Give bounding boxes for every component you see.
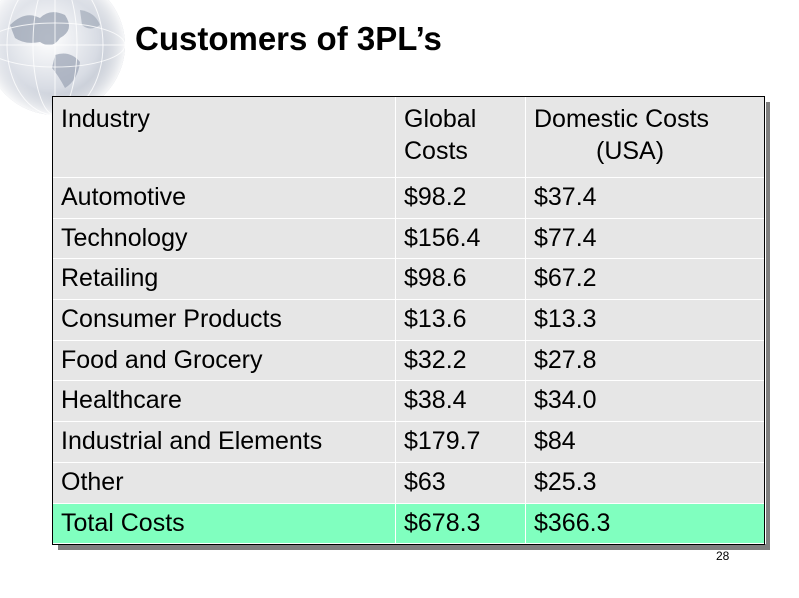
table-row: Industrial and Elements $179.7 $84 <box>52 421 766 463</box>
header-domestic-line2: (USA) <box>596 137 665 165</box>
total-global: $678.3 <box>395 502 526 544</box>
costs-table: Industry Global Costs Domestic Costs (US… <box>52 96 766 544</box>
cell-industry: Consumer Products <box>52 299 396 341</box>
cell-industry: Food and Grocery <box>52 339 396 382</box>
cell-domestic: $25.3 <box>525 461 766 504</box>
cell-global: $179.7 <box>395 421 526 463</box>
header-domestic-line1: Domestic Costs <box>534 105 710 133</box>
total-domestic: $366.3 <box>525 502 766 544</box>
total-label: Total Costs <box>52 502 396 544</box>
cell-global: $63 <box>395 461 526 504</box>
table-row: Consumer Products $13.6 $13.3 <box>52 299 766 341</box>
table-row: Automotive $98.2 $37.4 <box>52 177 766 219</box>
cell-domestic: $67.2 <box>525 258 766 301</box>
cell-industry: Industrial and Elements <box>52 421 396 463</box>
cell-domestic: $77.4 <box>525 217 766 260</box>
table-row: Other $63 $25.3 <box>52 461 766 504</box>
header-domestic-costs: Domestic Costs (USA) <box>525 96 766 178</box>
header-global-costs-label: Global Costs <box>404 105 477 165</box>
cell-global: $98.2 <box>395 177 526 219</box>
cell-industry: Technology <box>52 217 396 260</box>
cell-industry: Other <box>52 461 396 504</box>
globe-icon <box>0 0 126 116</box>
table-row: Healthcare $38.4 $34.0 <box>52 380 766 423</box>
cell-industry: Retailing <box>52 258 396 301</box>
cell-domestic: $84 <box>525 421 766 463</box>
cell-global: $156.4 <box>395 217 526 260</box>
cell-domestic: $13.3 <box>525 299 766 341</box>
cell-industry: Automotive <box>52 177 396 219</box>
cell-industry: Healthcare <box>52 380 396 423</box>
cell-global: $38.4 <box>395 380 526 423</box>
cell-domestic: $37.4 <box>525 177 766 219</box>
page-number: 28 <box>716 549 730 563</box>
cell-global: $98.6 <box>395 258 526 301</box>
slide-title: Customers of 3PL’s <box>135 20 442 57</box>
cell-global: $13.6 <box>395 299 526 341</box>
cell-domestic: $27.8 <box>525 339 766 382</box>
table-total-row: Total Costs $678.3 $366.3 <box>52 502 766 544</box>
cell-global: $32.2 <box>395 339 526 382</box>
cell-domestic: $34.0 <box>525 380 766 423</box>
table-row: Retailing $98.6 $67.2 <box>52 258 766 301</box>
table-row: Technology $156.4 $77.4 <box>52 217 766 260</box>
header-industry: Industry <box>52 96 396 178</box>
header-global-costs: Global Costs <box>395 96 526 178</box>
table-header-row: Industry Global Costs Domestic Costs (US… <box>52 96 766 178</box>
table-row: Food and Grocery $32.2 $27.8 <box>52 339 766 382</box>
